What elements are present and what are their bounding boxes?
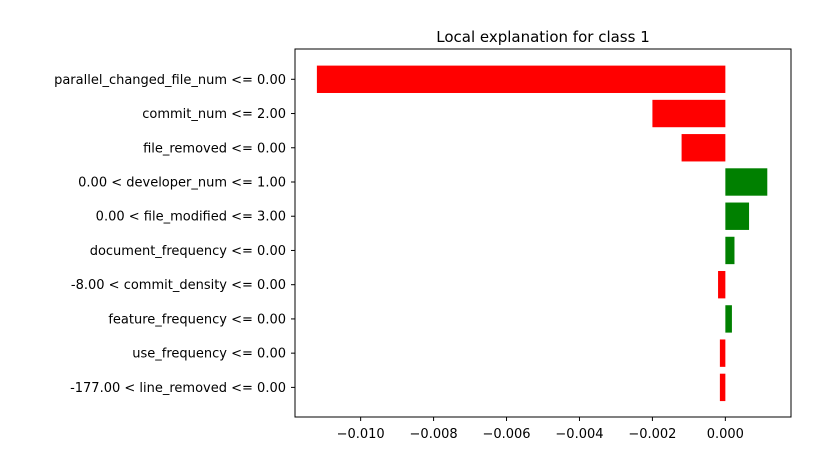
y-axis-ticks: parallel_changed_file_num <= 0.00 commit_… xyxy=(54,73,295,396)
x-tick-label: −0.002 xyxy=(628,427,676,442)
x-tick-label: −0.006 xyxy=(482,427,530,442)
bar-1 xyxy=(652,99,726,128)
y-tick-label: parallel_changed_file_num <= 0.00 xyxy=(54,73,286,88)
bar-2 xyxy=(681,134,726,162)
bar-4 xyxy=(725,202,750,230)
bar-3 xyxy=(725,168,768,196)
x-axis-ticks: −0.010 −0.008 −0.006 −0.004 −0.002 0.000 xyxy=(337,417,744,442)
y-tick-label: 0.00 < file_modified <= 3.00 xyxy=(96,210,286,225)
y-tick-label: 0.00 < developer_num <= 1.00 xyxy=(78,175,286,190)
x-tick-label: −0.010 xyxy=(337,427,385,442)
x-tick-label: −0.004 xyxy=(555,427,603,442)
y-tick-label: file_removed <= 0.00 xyxy=(143,141,286,156)
bars-group xyxy=(316,65,768,402)
y-tick-label: commit_num <= 2.00 xyxy=(142,107,286,122)
x-tick-label: 0.000 xyxy=(707,427,744,442)
y-tick-label: use_frequency <= 0.00 xyxy=(132,347,286,362)
bar-9 xyxy=(719,373,726,402)
y-tick-label: -8.00 < commit_density <= 0.00 xyxy=(71,278,286,293)
bar-8 xyxy=(719,339,726,367)
y-tick-label: document_frequency <= 0.00 xyxy=(90,244,286,259)
axes-frame xyxy=(294,48,792,418)
bar-6 xyxy=(718,270,726,299)
bar-7 xyxy=(725,305,732,333)
y-tick-label: -177.00 < line_removed <= 0.00 xyxy=(70,381,286,396)
bar-5 xyxy=(725,236,735,265)
x-tick-label: −0.008 xyxy=(410,427,458,442)
bar-0 xyxy=(316,65,726,93)
chart-title: Local explanation for class 1 xyxy=(436,28,650,46)
y-tick-label: feature_frequency <= 0.00 xyxy=(108,312,286,327)
